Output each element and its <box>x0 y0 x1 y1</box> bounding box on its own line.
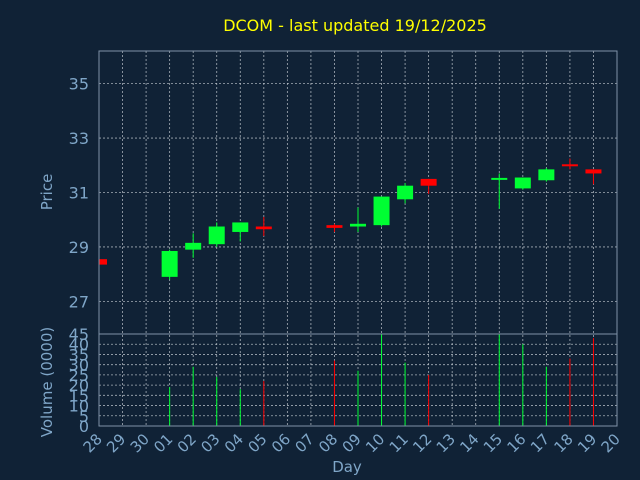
volume-tick-label: 15 <box>69 386 89 405</box>
x-tick-label: 06 <box>268 430 294 456</box>
candle-body <box>373 196 390 226</box>
x-tick-label: 13 <box>433 430 459 456</box>
price-tick-label: 31 <box>69 184 89 203</box>
x-tick-label: 11 <box>386 430 412 456</box>
x-tick-label: 02 <box>174 430 200 456</box>
x-tick-label: 09 <box>339 430 365 456</box>
volume-tick-label: 40 <box>69 335 89 354</box>
x-tick-label: 15 <box>480 430 506 456</box>
grid-lines <box>98 51 618 427</box>
x-tick-label: 04 <box>221 430 247 456</box>
candle-body <box>185 242 202 250</box>
candle-body <box>491 177 508 180</box>
price-axis-label: Price <box>38 174 56 211</box>
volume-panel-frame <box>98 333 618 427</box>
x-tick-label: 20 <box>598 430 624 456</box>
candle-body <box>161 251 178 277</box>
x-tick-label: 17 <box>527 430 553 456</box>
x-tick-label: 01 <box>150 430 176 456</box>
x-tick-label: 29 <box>103 430 129 456</box>
candle-body <box>208 226 225 245</box>
volume-tick-label: 35 <box>69 345 89 364</box>
candle-body <box>420 178 437 186</box>
volume-tick-label: 30 <box>69 356 89 375</box>
volume-tick-label: 0 <box>79 417 89 436</box>
x-axis-label: Day <box>332 458 362 476</box>
candle-body <box>538 169 555 181</box>
x-tick-label: 12 <box>409 430 435 456</box>
candle-body <box>326 225 343 228</box>
candle-body <box>397 185 414 200</box>
price-tick-label: 29 <box>69 238 89 257</box>
x-tick-label: 19 <box>574 430 600 456</box>
candle-body <box>561 164 578 167</box>
candle-body <box>585 169 602 174</box>
chart-title: DCOM - last updated 19/12/2025 <box>223 16 487 35</box>
price-tick-label: 35 <box>69 75 89 94</box>
candle-body <box>99 259 107 265</box>
x-tick-label: 05 <box>244 430 270 456</box>
volume-tick-label: 10 <box>69 397 89 416</box>
x-tick-label: 30 <box>127 430 153 456</box>
volume-tick-label: 25 <box>69 366 89 385</box>
volume-tick-label: 5 <box>79 407 89 426</box>
x-tick-label: 03 <box>197 430 223 456</box>
axes: 2729313335051015202530354045282930010203… <box>69 50 624 456</box>
price-tick-label: 33 <box>69 129 89 148</box>
candle-body <box>350 223 366 227</box>
volume-axis-label: Volume (0000) <box>38 327 56 437</box>
volume-tick-label: 45 <box>69 325 89 344</box>
candle-body <box>232 222 249 232</box>
candle-body <box>514 177 531 189</box>
x-tick-label: 07 <box>292 430 318 456</box>
candle-body <box>255 226 272 230</box>
x-tick-label: 14 <box>456 430 482 456</box>
price-tick-label: 27 <box>69 292 89 311</box>
chart-marks <box>98 158 602 426</box>
x-tick-label: 16 <box>503 430 529 456</box>
volume-tick-label: 20 <box>69 376 89 395</box>
x-tick-label: 18 <box>551 430 577 456</box>
x-tick-label: 08 <box>315 430 341 456</box>
x-tick-label: 10 <box>362 430 388 456</box>
